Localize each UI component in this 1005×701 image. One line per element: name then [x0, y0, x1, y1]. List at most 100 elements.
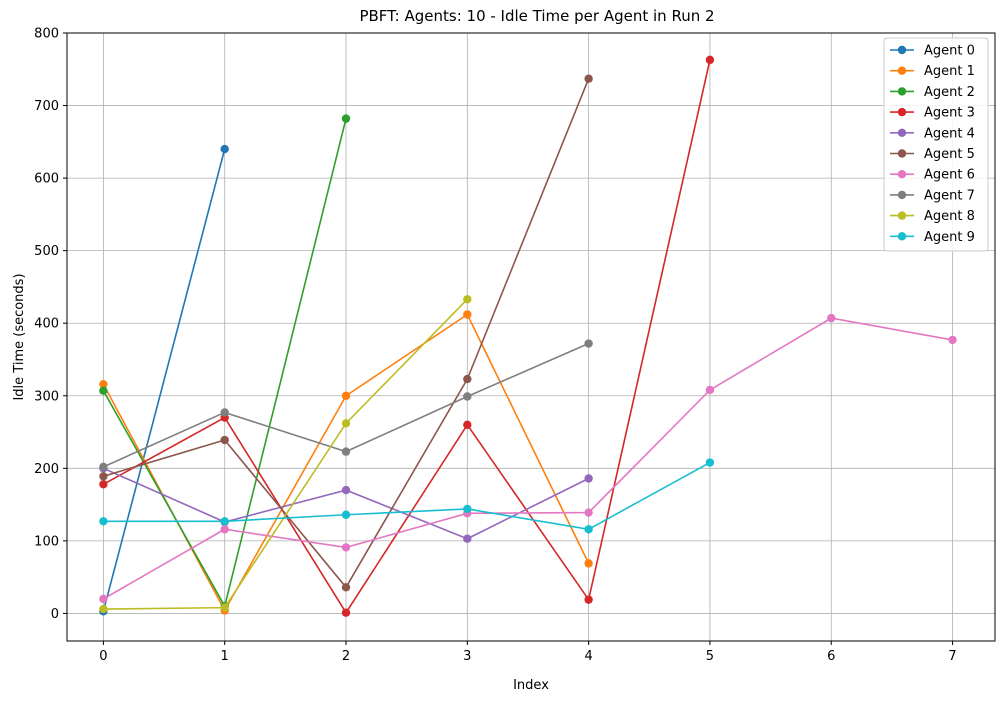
- legend-item: Agent 6: [890, 168, 975, 183]
- data-point: [584, 74, 593, 83]
- legend-marker: [897, 66, 907, 75]
- legend-label: Agent 9: [924, 230, 975, 245]
- x-tick-label: 1: [221, 649, 229, 664]
- legend-label: Agent 2: [924, 85, 975, 100]
- x-tick-label: 6: [827, 649, 835, 664]
- data-point: [220, 435, 229, 445]
- legend-marker: [897, 190, 907, 200]
- data-point: [220, 144, 229, 154]
- x-tick-label: 0: [99, 649, 107, 664]
- data-point: [341, 419, 351, 428]
- data-point: [705, 385, 715, 395]
- data-point: [584, 559, 593, 568]
- legend-item: Agent 3: [890, 106, 975, 121]
- data-point: [584, 339, 593, 348]
- legend-item: Agent 2: [890, 85, 975, 100]
- series-agent-3: [99, 55, 715, 617]
- y-tick-label: 500: [34, 244, 59, 259]
- data-point: [584, 595, 593, 604]
- y-tick-label: 100: [34, 534, 59, 549]
- y-tick-label: 700: [34, 99, 59, 114]
- x-tick-label: 7: [948, 649, 956, 664]
- series-line: [102, 148, 226, 612]
- legend-item: Agent 1: [890, 64, 975, 79]
- x-tick-label: 3: [463, 649, 471, 664]
- data-point: [99, 379, 108, 389]
- series-line: [103, 298, 468, 610]
- x-axis-label: Index: [513, 678, 549, 693]
- series-agent-9: [99, 458, 715, 534]
- data-point: [463, 392, 472, 401]
- series-agent-0: [99, 144, 229, 616]
- y-tick-label: 800: [34, 27, 59, 42]
- data-point: [584, 508, 593, 517]
- chart-title: PBFT: Agents: 10 - Idle Time per Agent i…: [359, 7, 714, 25]
- data-point: [341, 391, 351, 400]
- legend: Agent 0 Agent 1 Agent 2 Agent 3 Agent 4 Agent…: [883, 37, 989, 252]
- data-point: [341, 608, 351, 617]
- y-tick-label: 300: [34, 389, 59, 404]
- legend-item: Agent 0: [890, 44, 975, 59]
- y-tick-label: 200: [34, 462, 59, 477]
- legend-item: Agent 4: [890, 126, 975, 141]
- data-point: [463, 504, 472, 514]
- series-line: [103, 461, 711, 531]
- data-point: [341, 510, 351, 519]
- y-tick-label: 0: [51, 607, 59, 622]
- data-point: [99, 594, 108, 604]
- data-point: [341, 485, 351, 495]
- legend-label: Agent 1: [924, 64, 975, 79]
- data-point: [220, 525, 229, 534]
- x-axis: 0 1 2 3 4 5 6 7: [99, 641, 957, 664]
- legend-label: Agent 5: [924, 147, 975, 162]
- legend-label: Agent 8: [924, 209, 975, 224]
- series-agent-6: [99, 313, 957, 604]
- data-point: [341, 543, 351, 552]
- x-tick-label: 2: [342, 649, 350, 664]
- y-axis-label: Idle Time (seconds): [12, 273, 27, 400]
- data-point: [705, 55, 715, 65]
- data-point: [341, 114, 351, 123]
- y-axis: 0 100 200 300 400 500 600 700 800: [34, 27, 67, 622]
- data-point: [99, 517, 108, 526]
- plot-area-frame: [66, 32, 996, 642]
- x-tick-label: 4: [584, 649, 592, 664]
- series-agent-5: [99, 74, 593, 592]
- data-point: [341, 583, 351, 592]
- data-point: [99, 480, 108, 489]
- data-point: [463, 295, 472, 304]
- data-point: [99, 386, 108, 395]
- data-point: [463, 420, 472, 429]
- legend-label: Agent 3: [924, 106, 975, 121]
- legend-marker: [897, 128, 907, 137]
- legend-label: Agent 4: [924, 126, 975, 141]
- data-point: [99, 604, 108, 614]
- data-point: [99, 472, 108, 481]
- legend-marker: [897, 45, 907, 55]
- x-tick-label: 5: [706, 649, 714, 664]
- data-point: [99, 462, 108, 472]
- data-point: [463, 534, 472, 543]
- grid: [67, 32, 995, 641]
- legend-marker: [897, 211, 907, 220]
- data-point: [948, 335, 957, 345]
- legend-item: Agent 9: [890, 230, 975, 245]
- data-point: [827, 313, 836, 323]
- legend-marker: [897, 170, 907, 179]
- series-agent-7: [99, 339, 593, 472]
- legend-marker: [897, 87, 907, 96]
- legend-label: Agent 0: [924, 44, 975, 59]
- legend-marker: [897, 149, 907, 158]
- legend-label: Agent 7: [924, 188, 975, 203]
- legend-label: Agent 6: [924, 168, 975, 183]
- legend-marker: [897, 107, 907, 117]
- series-layer: [99, 55, 957, 617]
- data-point: [463, 310, 472, 319]
- legend-item: Agent 7: [890, 188, 975, 203]
- data-point: [705, 458, 715, 467]
- data-point: [220, 517, 229, 526]
- data-point: [584, 525, 593, 534]
- data-point: [341, 447, 351, 456]
- data-point: [220, 408, 229, 417]
